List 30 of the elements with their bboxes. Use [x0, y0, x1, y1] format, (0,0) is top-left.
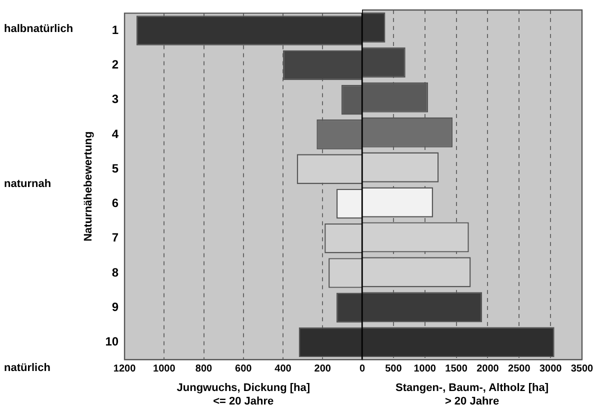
x-axis-title: Stangen-, Baum-, Altholz [ha] > 20 Jahre [396, 382, 550, 408]
y-tick-label: 7 [112, 230, 119, 245]
x-tick-label: 400 [274, 363, 292, 374]
x-tick-label: 0 [359, 363, 366, 374]
x-tick-label: 2500 [508, 363, 531, 374]
x-tick-label: 500 [385, 363, 402, 374]
x-tick-label: 200 [314, 363, 332, 374]
x-tick-label: 1000 [153, 363, 176, 374]
y-tick-label: 4 [112, 126, 119, 141]
x-axis-title: Jungwuchs, Dickung [ha] <= 20 Jahre [176, 382, 310, 408]
x-tick-label: 800 [195, 363, 213, 374]
y-tick-label: 2 [112, 57, 119, 72]
y-tick-label: 3 [112, 92, 119, 106]
x-tick-label: 600 [235, 363, 252, 374]
text: naturnah [4, 178, 52, 190]
x-tick-label: 2000 [476, 363, 500, 374]
y-tick-label: 8 [112, 265, 119, 280]
y-tick-label: 1 [112, 22, 119, 37]
y-tick-label: 6 [112, 196, 119, 210]
x-tick-label: 1500 [445, 363, 468, 374]
y-tick-label: 10 [105, 334, 119, 349]
y-tick-label: 9 [112, 300, 119, 314]
x-tick-label: 3000 [540, 363, 562, 374]
text: natürlich [4, 362, 50, 374]
text: halbnatürlich [4, 22, 74, 35]
x-tick-label: 3500 [571, 363, 594, 374]
x-tick-label: 1200 [113, 363, 136, 374]
x-tick-label: 1000 [414, 363, 437, 374]
y-tick-label: 5 [112, 161, 119, 176]
y-axis-title: Naturnähebewertung [82, 131, 95, 242]
